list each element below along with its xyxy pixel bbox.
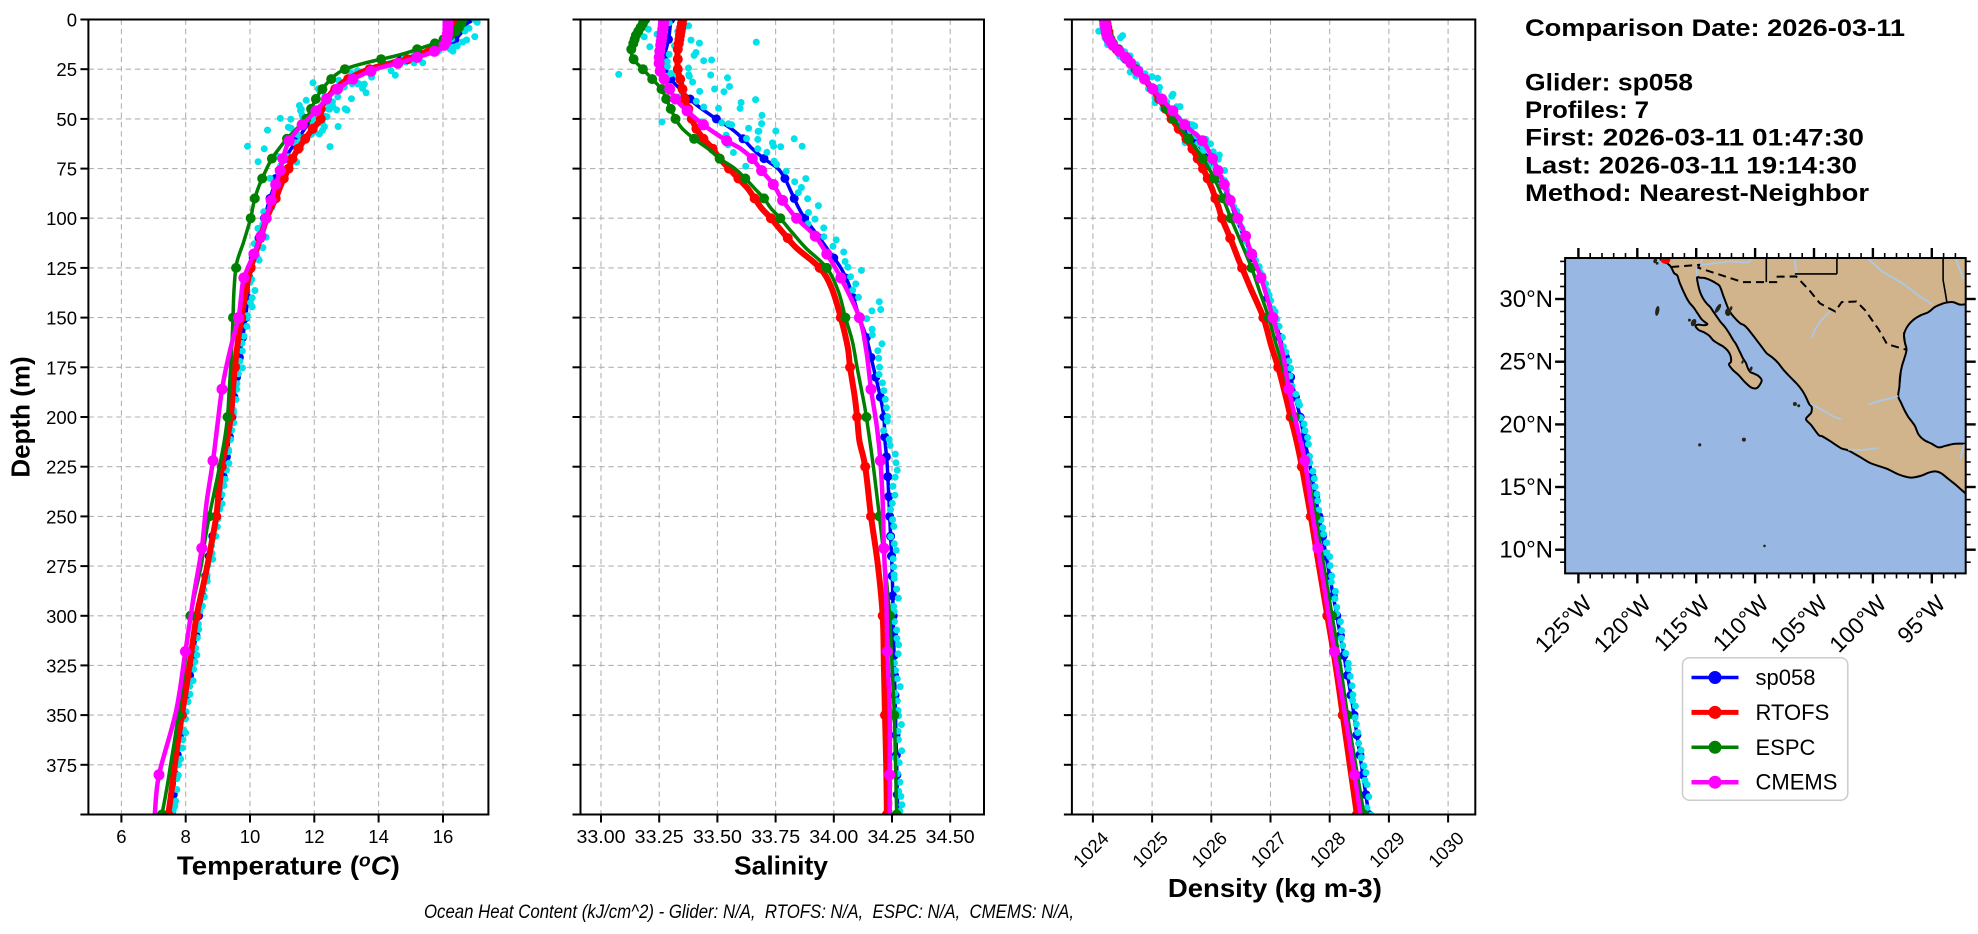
svg-text:33.50: 33.50 — [693, 826, 742, 847]
svg-text:ESPC: ESPC — [1756, 735, 1816, 760]
svg-text:CMEMS: CMEMS — [1756, 770, 1838, 795]
svg-text:34.00: 34.00 — [809, 826, 858, 847]
svg-text:Method: Nearest-Neighbor: Method: Nearest-Neighbor — [1525, 180, 1869, 207]
svg-text:100: 100 — [46, 208, 77, 229]
svg-text:Glider: sp058: Glider: sp058 — [1525, 69, 1693, 96]
svg-text:33.75: 33.75 — [751, 826, 800, 847]
svg-text:200: 200 — [46, 407, 77, 428]
svg-text:300: 300 — [46, 606, 77, 627]
svg-text:First: 2026-03-11 01:47:30: First: 2026-03-11 01:47:30 — [1525, 125, 1864, 152]
svg-text:34.25: 34.25 — [868, 826, 917, 847]
svg-text:25: 25 — [56, 59, 77, 80]
svg-text:Last: 2026-03-11 19:14:30: Last: 2026-03-11 19:14:30 — [1525, 152, 1857, 179]
svg-text:0: 0 — [67, 10, 77, 31]
svg-text:Comparison Date: 2026-03-11: Comparison Date: 2026-03-11 — [1525, 15, 1905, 42]
svg-text:Salinity: Salinity — [734, 851, 829, 881]
svg-text:RTOFS: RTOFS — [1756, 700, 1830, 725]
svg-text:33.25: 33.25 — [635, 826, 684, 847]
svg-text:10°N: 10°N — [1499, 537, 1553, 564]
svg-text:34.50: 34.50 — [926, 826, 975, 847]
svg-text:325: 325 — [46, 655, 77, 676]
svg-text:350: 350 — [46, 705, 77, 726]
svg-text:sp058: sp058 — [1756, 665, 1816, 690]
svg-text:6: 6 — [116, 826, 126, 847]
svg-text:Density (kg m-3): Density (kg m-3) — [1168, 873, 1382, 903]
svg-text:14: 14 — [368, 826, 389, 847]
svg-text:375: 375 — [46, 755, 77, 776]
svg-text:250: 250 — [46, 506, 77, 527]
svg-text:175: 175 — [46, 357, 77, 378]
svg-text:Profiles: 7: Profiles: 7 — [1525, 97, 1649, 124]
svg-text:33.00: 33.00 — [577, 826, 626, 847]
svg-text:Ocean Heat Content (kJ/cm^2) -: Ocean Heat Content (kJ/cm^2) - Glider: N… — [424, 902, 1074, 923]
svg-text:Depth (m): Depth (m) — [6, 356, 36, 477]
svg-text:12: 12 — [304, 826, 325, 847]
svg-text:30°N: 30°N — [1499, 286, 1553, 313]
svg-text:275: 275 — [46, 556, 77, 577]
svg-text:225: 225 — [46, 457, 77, 478]
svg-text:150: 150 — [46, 308, 77, 329]
svg-text:10: 10 — [240, 826, 261, 847]
svg-text:75: 75 — [56, 159, 77, 180]
svg-text:50: 50 — [56, 109, 77, 130]
svg-text:15°N: 15°N — [1499, 474, 1553, 501]
svg-text:125: 125 — [46, 258, 77, 279]
svg-text:25°N: 25°N — [1499, 349, 1553, 376]
svg-text:8: 8 — [181, 826, 191, 847]
svg-text:20°N: 20°N — [1499, 411, 1553, 438]
svg-text:16: 16 — [433, 826, 454, 847]
